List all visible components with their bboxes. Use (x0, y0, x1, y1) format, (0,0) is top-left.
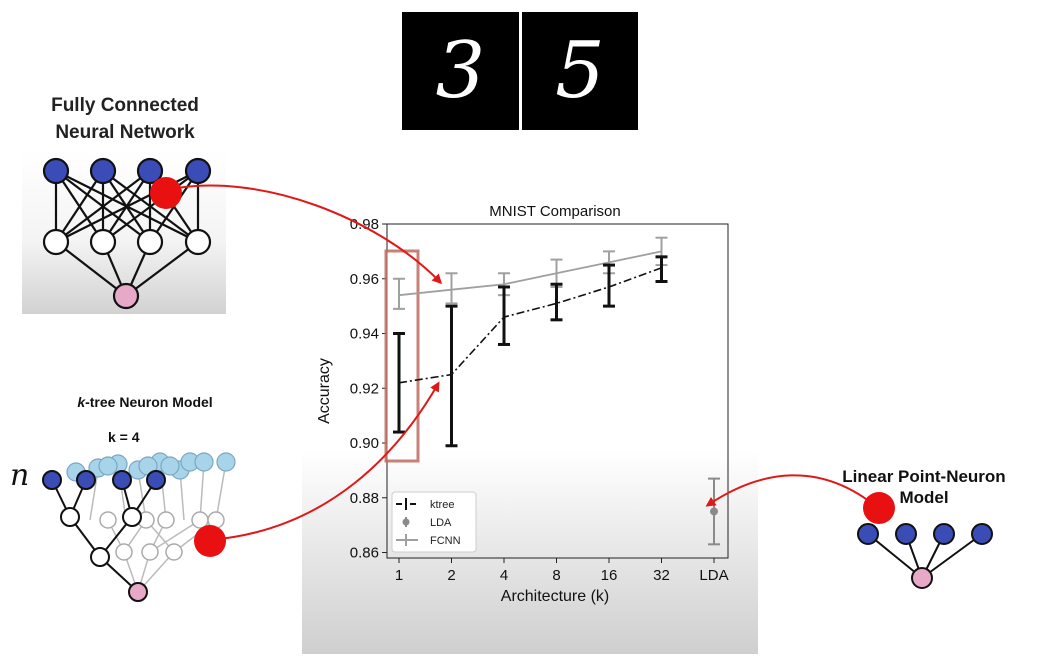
fcnn-network-svg (42, 157, 212, 310)
red-dot-ktree (194, 525, 226, 557)
legend-label: LDA (430, 517, 452, 529)
input-count-label: n (10, 458, 30, 493)
digit-image-3: 3 (402, 12, 519, 130)
x-tick-label: 4 (500, 567, 508, 584)
legend-swatch (402, 518, 410, 526)
series-line (398, 250, 662, 297)
chart-background (302, 170, 758, 654)
legend-label: ktree (430, 499, 454, 511)
ktree-faded-nodes (99, 511, 225, 561)
mnist-digit-images: 3 5 (402, 12, 638, 130)
series-ktree (393, 255, 668, 448)
y-tick-label: 0.86 (350, 545, 379, 562)
red-dot-linear (863, 492, 895, 524)
y-axis-label: Accuracy (316, 358, 333, 424)
linear-neuron-title: Linear Point-Neuron Model (842, 467, 1006, 507)
series-fcnn (393, 236, 668, 310)
red-dot-fcnn (150, 177, 182, 209)
ktree-diagram (42, 452, 236, 602)
linear-neuron-diagram (857, 523, 993, 589)
ktree-main-connections (51, 479, 157, 593)
ktree-k-label: k = 4 (108, 429, 140, 445)
y-tick-label: 0.92 (350, 380, 379, 397)
x-tick-label: LDA (699, 567, 728, 584)
series-lda (708, 477, 720, 546)
highlight-box (384, 249, 420, 463)
y-axis-ticks: 0.86 0.88 0.90 0.92 0.94 0.96 0.98 (350, 216, 387, 562)
x-tick-label: 2 (447, 567, 455, 584)
x-tick-label: 8 (552, 567, 560, 584)
mnist-comparison-chart: MNIST Comparison 0.86 0.88 0.90 0.92 0.94 0.9… (316, 203, 729, 605)
chart-series (393, 236, 720, 546)
ktree-main-nodes (42, 470, 166, 602)
ktree-title-k: k (77, 394, 86, 410)
arrow-linear-to-chart (705, 474, 879, 509)
x-tick-label: 32 (653, 567, 670, 584)
x-tick-label: 1 (395, 567, 403, 584)
ktree-title: k-tree Neuron Model (70, 394, 220, 411)
y-tick-label: 0.96 (350, 271, 379, 288)
chart-title: MNIST Comparison (489, 203, 620, 220)
arrow-fcnn-to-chart (165, 184, 443, 285)
annotation-arrows (150, 177, 895, 557)
y-tick-label: 0.90 (350, 435, 379, 452)
ktree-title-text: -tree Neuron Model (85, 394, 213, 410)
data-point (710, 507, 718, 516)
series-line (398, 267, 662, 384)
x-axis-ticks: 1 2 4 8 16 32 LDA (395, 558, 729, 584)
linear-nodes (857, 523, 993, 589)
fcnn-nodes (42, 157, 212, 310)
y-tick-label: 0.88 (350, 490, 379, 507)
legend-frame (391, 491, 477, 553)
x-tick-label: 16 (601, 567, 618, 584)
fcnn-diagram (22, 150, 226, 314)
y-tick-label: 0.94 (350, 326, 379, 343)
fcnn-title: Fully Connected Neural Network (51, 95, 199, 143)
x-axis-label: Architecture (k) (501, 588, 609, 605)
y-tick-label: 0.98 (350, 216, 379, 233)
digit-image-5: 5 (522, 12, 638, 130)
chart-legend: ktree LDA FCNN (391, 491, 477, 553)
arrow-ktree-to-chart (209, 381, 440, 541)
legend-label: FCNN (430, 535, 461, 547)
